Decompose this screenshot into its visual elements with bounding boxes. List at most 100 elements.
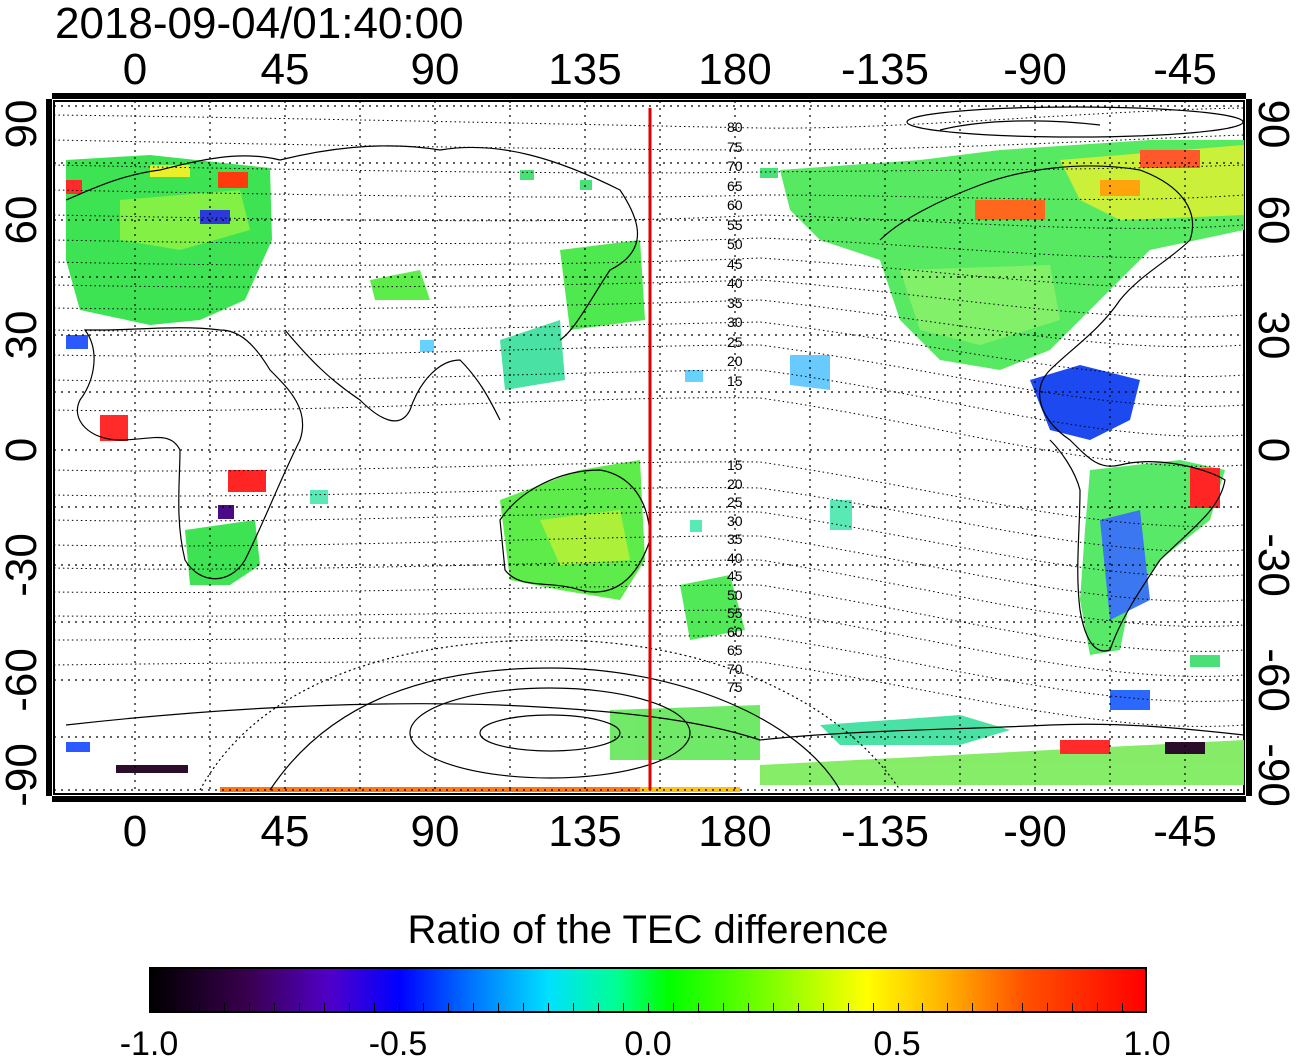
colorbar-minor-tick [398,1003,400,1011]
colorbar-minor-tick [897,1003,899,1011]
colorbar-minor-tick [947,1003,949,1011]
colorbar-minor-tick [672,1003,674,1011]
colorbar-tick-label: 1.0 [1123,1025,1171,1063]
bottom-lon-label: 135 [548,807,622,856]
colorbar-minor-tick [1047,1003,1049,1011]
colorbar-minor-tick [498,1003,500,1011]
colorbar-minor-tick [1072,1003,1074,1011]
right-lat-label: 60 [1249,195,1296,245]
map-title: 2018-09-04/01:40:00 [55,0,464,48]
right-lat-label: -90 [1249,743,1296,807]
colorbar-minor-tick [772,1003,774,1011]
right-lat-label: 30 [1249,310,1296,360]
contour-label: 60 [727,623,743,640]
top-lon-label: 180 [698,45,772,94]
contour-label: 40 [727,275,743,291]
top-lon-label: -45 [1153,45,1217,94]
colorbar-minor-tick [323,1003,325,1011]
top-lon-label: 0 [122,45,148,94]
colorbar-minor-tick [298,1003,300,1011]
colorbar-minor-tick [872,1003,874,1011]
right-lat-label: -30 [1249,533,1296,597]
colorbar-minor-tick [373,1003,375,1011]
colorbar-tick-label: -0.5 [368,1025,428,1063]
colorbar-minor-tick [448,1003,450,1011]
colorbar-minor-tick [523,1003,525,1011]
top-axis-bar [52,93,1246,99]
colorbar-minor-tick [248,1003,250,1011]
contour-label: 15 [727,372,743,389]
top-lon-label: 135 [548,45,622,94]
contour-label: 20 [727,353,743,369]
left-lat-label: -30 [0,533,46,597]
colorbar-minor-tick [423,1003,425,1011]
contour-label: 15 [727,457,743,473]
top-lon-label: -135 [840,45,930,94]
colorbar-minor-tick [1097,1003,1099,1011]
bottom-lon-label: 0 [122,807,148,856]
contour-label: 70 [727,660,743,677]
colorbar-tick-label: -1.0 [119,1025,179,1063]
bottom-axis-bar [52,796,1246,802]
contour-label: 35 [727,531,743,547]
colorbar-title: Ratio of the TEC difference [407,908,889,952]
right-lat-label: -60 [1249,648,1296,712]
left-lat-label: 0 [0,437,46,463]
contour-label: 30 [727,512,743,529]
colorbar-tick-label: 0.5 [873,1025,921,1063]
contour-label: 45 [727,255,743,272]
colorbar-minor-tick [598,1003,600,1011]
left-lat-label: 60 [0,195,46,245]
colorbar-minor-tick [847,1003,849,1011]
contour-label: 65 [727,177,743,194]
colorbar-minor-tick [997,1003,999,1011]
bottom-lon-label: 45 [260,807,310,856]
contour-label: 75 [727,138,743,155]
colorbar-minor-tick [747,1003,749,1011]
colorbar-minor-tick [273,1003,275,1011]
contour-label: 55 [727,216,743,233]
contour-label: 75 [727,679,743,695]
top-lon-label: -90 [1003,45,1067,94]
left-lat-label: -90 [0,743,46,807]
bottom-lon-label: -135 [840,807,930,856]
tec-map [46,93,1252,802]
left-lat-label: 90 [0,99,46,149]
colorbar-minor-tick [573,1003,575,1011]
bottom-lon-label: 180 [698,807,772,856]
left-lat-label: 30 [0,310,46,360]
colorbar-minor-tick [623,1003,625,1011]
contour-label: 80 [727,119,743,135]
colorbar-minor-tick [822,1003,824,1011]
colorbar-minor-tick [1122,1003,1124,1011]
magnetic-pole-contours [199,106,1244,791]
bottom-lon-label: 90 [410,807,460,856]
colorbar-minor-tick [697,1003,699,1011]
contour-label: 20 [727,475,743,492]
colorbar-minor-tick [548,1003,550,1011]
colorbar-minor-tick [922,1003,924,1011]
contour-label: 25 [727,333,743,350]
contour-label: 70 [727,158,743,174]
magnetic-contours [54,107,1244,727]
contour-label: 25 [727,494,743,510]
top-lon-label: 90 [410,45,460,94]
left-lat-label: -60 [0,648,46,712]
colorbar-minor-tick [173,1003,175,1011]
contour-label: 55 [727,605,743,621]
bottom-lon-label: -45 [1153,807,1217,856]
colorbar-minor-tick [473,1003,475,1011]
right-axis-bar [1246,99,1252,796]
contour-label: 30 [727,314,743,330]
contour-label: 40 [727,549,743,566]
colorbar-minor-tick [223,1003,225,1011]
contour-label: 45 [727,568,743,584]
colorbar-minor-tick [972,1003,974,1011]
colorbar-minor-tick [722,1003,724,1011]
contour-label: 60 [727,197,743,213]
contour-label: 50 [727,236,743,252]
colorbar-minor-tick [797,1003,799,1011]
contour-label: 50 [727,586,743,603]
colorbar-tick-label: 0.0 [624,1025,672,1063]
bottom-lon-label: -90 [1003,807,1067,856]
